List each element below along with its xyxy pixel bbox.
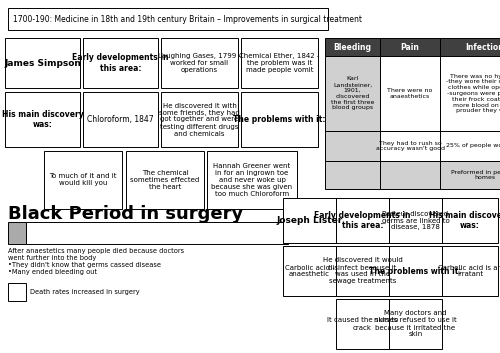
Bar xyxy=(380,131,440,161)
Text: James Simpson: James Simpson xyxy=(4,59,81,67)
Text: Bleeding: Bleeding xyxy=(334,42,372,52)
Text: Early developments in
this area:: Early developments in this area: xyxy=(72,53,169,73)
Bar xyxy=(336,299,389,349)
Bar xyxy=(44,151,122,209)
Bar xyxy=(440,161,500,189)
Bar xyxy=(5,38,80,88)
Bar xyxy=(241,38,318,88)
Bar xyxy=(389,198,442,243)
Bar xyxy=(241,92,318,147)
Text: Chemical Ether, 1842 -
the problem was it
made people vomit: Chemical Ether, 1842 - the problem was i… xyxy=(240,53,320,73)
Bar xyxy=(8,8,328,30)
Text: Pasteur discovered
germs are linked to
disease, 1878: Pasteur discovered germs are linked to d… xyxy=(382,210,450,231)
Text: There were no
anaesthetics: There were no anaesthetics xyxy=(388,88,432,99)
Bar xyxy=(442,198,498,243)
Text: Karl
Landsteiner,
1901,
discovered
the first three
blood groups: Karl Landsteiner, 1901, discovered the f… xyxy=(331,77,374,110)
Text: His main discovery
was:: His main discovery was: xyxy=(2,110,84,129)
Text: Carbolic acid -
anaesthetic: Carbolic acid - anaesthetic xyxy=(284,264,335,277)
Text: The problems with it:: The problems with it: xyxy=(369,267,462,275)
Text: It caused the skin to
crack: It caused the skin to crack xyxy=(327,317,398,330)
Bar xyxy=(389,246,442,296)
Bar xyxy=(126,151,204,209)
Text: Carbolic acid is an
irratant: Carbolic acid is an irratant xyxy=(438,264,500,277)
Text: Preformed in people's
homes: Preformed in people's homes xyxy=(450,169,500,180)
Bar xyxy=(83,92,158,147)
Text: After anaestetics many people died because doctors
went further into the body
•T: After anaestetics many people died becau… xyxy=(8,248,184,275)
Bar xyxy=(336,198,389,243)
Text: 1700-190: Medicine in 18th and 19th century Britain – Improvements in surgical t: 1700-190: Medicine in 18th and 19th cent… xyxy=(13,14,362,24)
Bar xyxy=(440,131,500,161)
Text: Chloroform, 1847: Chloroform, 1847 xyxy=(87,115,154,124)
Bar xyxy=(325,56,380,131)
Text: Death rates increased in surgery: Death rates increased in surgery xyxy=(30,289,140,295)
Text: They had to rush so
accuracy wasn't good: They had to rush so accuracy wasn't good xyxy=(376,140,444,151)
Bar xyxy=(380,161,440,189)
Text: His main discovery
was:: His main discovery was: xyxy=(429,211,500,230)
Text: Pain: Pain xyxy=(400,42,419,52)
Bar xyxy=(325,38,380,56)
Text: There was no hygiene
-they wore their ordinary
clothes while operating
-surgeons: There was no hygiene -they wore their or… xyxy=(446,73,500,113)
Text: Hannah Greener went
in for an ingrown toe
and never woke up
because she was give: Hannah Greener went in for an ingrown to… xyxy=(212,163,292,197)
Text: To much of it and it
would kill you: To much of it and it would kill you xyxy=(49,174,117,186)
Bar xyxy=(440,38,500,56)
Bar xyxy=(161,92,238,147)
Bar xyxy=(283,198,336,243)
Text: Joseph Lister: Joseph Lister xyxy=(276,216,342,225)
Bar xyxy=(8,283,26,301)
Text: He discovered it would
disinfect because it
was used in the
sewage treatments: He discovered it would disinfect because… xyxy=(322,257,402,285)
Bar xyxy=(5,92,80,147)
Text: Infection: Infection xyxy=(466,42,500,52)
Bar xyxy=(442,246,498,296)
Bar xyxy=(207,151,297,209)
Text: The problems with it:: The problems with it: xyxy=(233,115,326,124)
Bar xyxy=(161,38,238,88)
Text: Early developments in
this area:: Early developments in this area: xyxy=(314,211,411,230)
Bar xyxy=(389,299,442,349)
Bar xyxy=(380,56,440,131)
Bar xyxy=(283,246,336,296)
Bar xyxy=(440,56,500,131)
Bar xyxy=(325,161,380,189)
Bar xyxy=(83,38,158,88)
Text: Black Period in surgery: Black Period in surgery xyxy=(8,205,243,223)
Bar xyxy=(8,222,26,244)
Bar xyxy=(380,38,440,56)
Text: The chemical
sometimes effected
the heart: The chemical sometimes effected the hear… xyxy=(130,170,200,190)
Text: 25% of people would die: 25% of people would die xyxy=(446,144,500,149)
Text: Laughing Gases, 1799 -
worked for small
operations: Laughing Gases, 1799 - worked for small … xyxy=(158,53,241,73)
Text: Many doctors and
nurses refused to use it
because it irritated the
skin: Many doctors and nurses refused to use i… xyxy=(374,311,457,337)
Text: He discovered it with
some friends, they had
got together and were
testing diffe: He discovered it with some friends, they… xyxy=(159,102,240,137)
Bar xyxy=(336,246,389,296)
Bar xyxy=(325,131,380,161)
Bar xyxy=(26,222,288,244)
